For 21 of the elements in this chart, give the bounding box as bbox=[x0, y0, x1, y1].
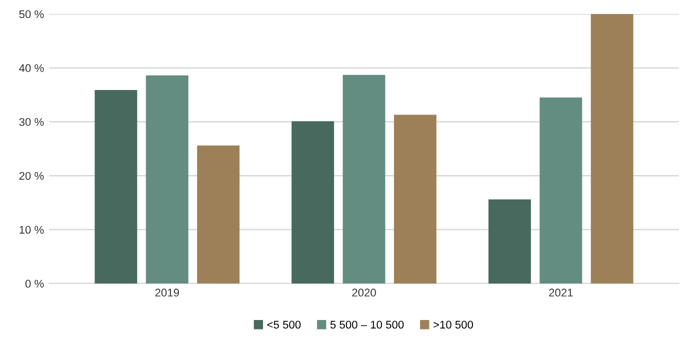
bar bbox=[488, 199, 531, 284]
bar bbox=[590, 14, 634, 284]
bar bbox=[342, 74, 386, 284]
x-tick-label: 2021 bbox=[549, 288, 573, 297]
bar bbox=[146, 75, 188, 284]
bar bbox=[94, 90, 138, 284]
y-tick-label: 0 % bbox=[25, 280, 44, 288]
y-tick-label: 30 % bbox=[19, 118, 44, 126]
bar bbox=[197, 146, 240, 284]
bar bbox=[540, 98, 582, 284]
y-tick-label: 40 % bbox=[19, 64, 44, 72]
y-tick-label: 10 % bbox=[20, 226, 44, 234]
x-tick-label: 2020 bbox=[352, 288, 376, 297]
legend-label: <5 500 bbox=[267, 320, 301, 329]
y-tick-label: 20 % bbox=[19, 172, 44, 180]
bar bbox=[292, 121, 334, 284]
y-tick-label: 50 % bbox=[19, 10, 44, 18]
legend-label: 5 500 – 10 500 bbox=[330, 320, 404, 329]
bar bbox=[394, 114, 436, 284]
legend-label: >10 500 bbox=[434, 320, 474, 329]
x-tick-label: 2019 bbox=[155, 288, 179, 297]
